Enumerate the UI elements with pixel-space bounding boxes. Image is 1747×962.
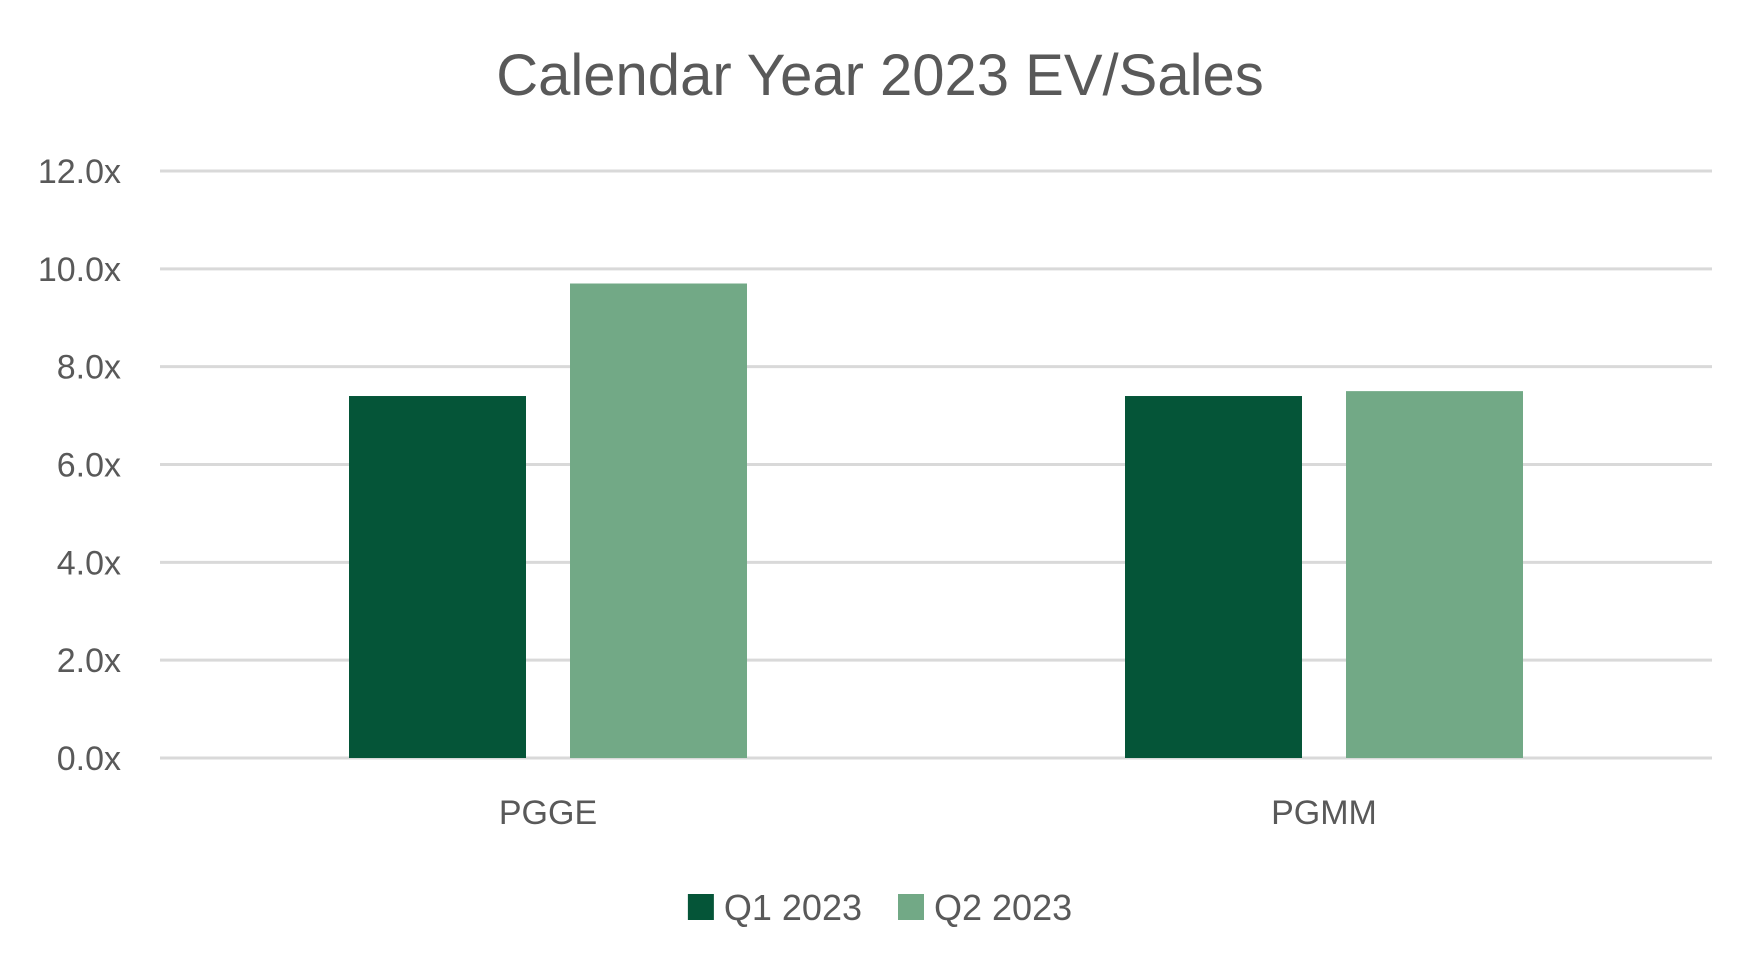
y-tick-label: 0.0x — [57, 740, 121, 778]
legend-swatch — [687, 894, 714, 920]
y-tick-label: 4.0x — [57, 544, 121, 582]
bars — [349, 283, 1523, 758]
legend-label: Q1 2023 — [724, 887, 862, 928]
x-category-label: PGGE — [499, 794, 597, 832]
bar-pgmm-q1-2023 — [1125, 396, 1302, 758]
bar-pgmm-q2-2023 — [1346, 391, 1523, 758]
legend-swatch — [898, 894, 924, 920]
y-axis-tick-labels: 0.0x 2.0x 4.0x 6.0x 8.0x 10.0x 12.0x — [38, 153, 121, 778]
y-tick-label: 6.0x — [57, 447, 121, 485]
legend-label: Q2 2023 — [934, 887, 1072, 928]
bar-pgge-q2-2023 — [570, 283, 747, 758]
bar-pgge-q1-2023 — [349, 396, 526, 758]
y-tick-label: 2.0x — [57, 642, 121, 680]
y-tick-label: 8.0x — [57, 349, 121, 387]
legend: Q1 2023 Q2 2023 — [687, 887, 1072, 928]
chart-title: Calendar Year 2023 EV/Sales — [496, 43, 1263, 108]
y-tick-label: 10.0x — [38, 251, 121, 289]
x-axis-category-labels: PGGE PGMM — [499, 794, 1377, 832]
x-category-label: PGMM — [1271, 794, 1377, 832]
y-tick-label: 12.0x — [38, 153, 121, 191]
